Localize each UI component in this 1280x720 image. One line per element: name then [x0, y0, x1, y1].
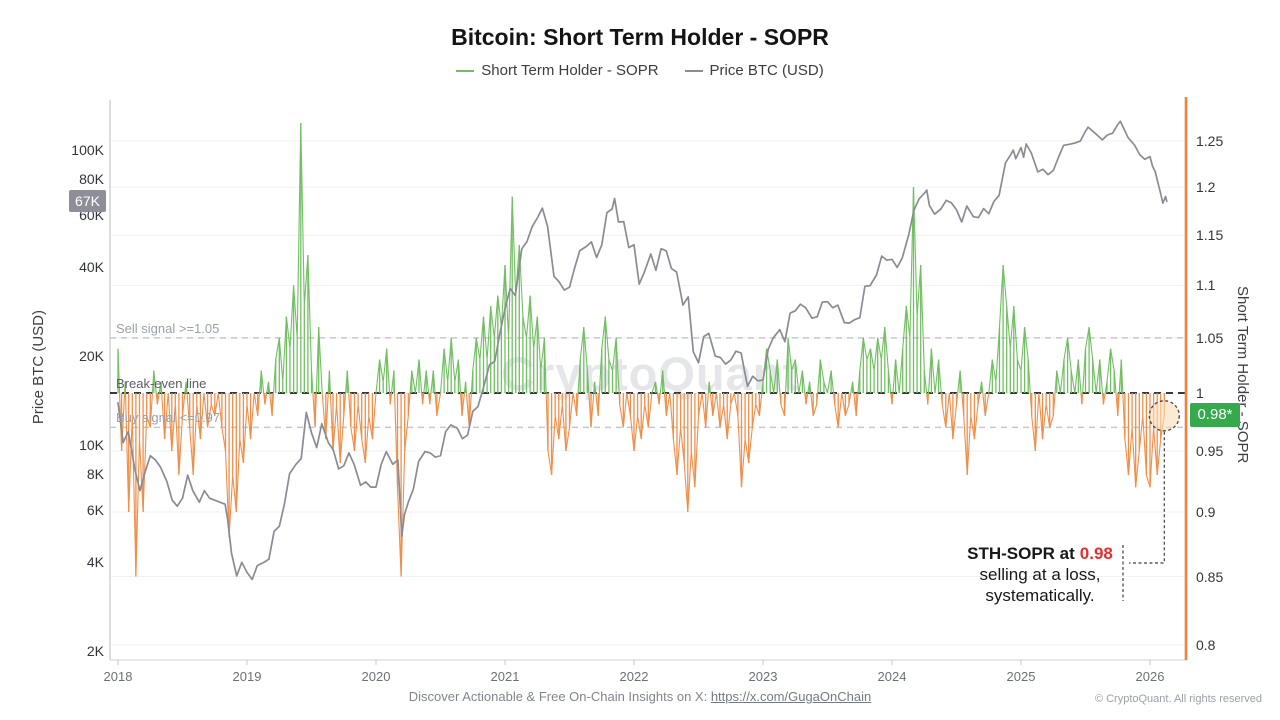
left-axis-tick: 2K: [86, 643, 104, 660]
left-axis-tick: 100K: [71, 142, 104, 158]
right-axis-tick: 0.85: [1196, 568, 1224, 585]
right-axis-tick: 1.05: [1196, 329, 1224, 346]
legend-item-price: Price BTC (USD): [684, 62, 824, 79]
left-axis-tick: 40K: [79, 259, 104, 276]
annotation-line2: selling at a loss,: [979, 565, 1101, 584]
sopr-last-value-badge: 0.98*: [1190, 403, 1240, 427]
signal-line-label: Break-even line: [116, 376, 207, 391]
x-axis-tick: 2021: [490, 669, 520, 684]
right-axis-tick: 0.9: [1196, 503, 1216, 520]
right-axis-tick: 1: [1196, 385, 1204, 401]
left-axis-tick: 4K: [86, 554, 104, 571]
annotation-value: 0.98: [1079, 544, 1113, 563]
right-axis-tick: 1.25: [1196, 133, 1224, 150]
sopr-series: [117, 123, 1165, 577]
legend: Short Term Holder - SOPR Price BTC (USD): [0, 62, 1280, 79]
legend-label-sopr: Short Term Holder - SOPR: [481, 62, 659, 79]
right-axis-tick: 1.2: [1196, 179, 1216, 196]
signal-line-label: Buy signal <=0.97: [116, 410, 221, 426]
price-last-value-badge: 67K: [69, 190, 106, 212]
left-axis-tick: 80K: [79, 170, 104, 187]
right-axis-tick: 0.8: [1196, 636, 1216, 653]
right-axis-tick: 1.1: [1196, 277, 1216, 294]
price-line-swatch-icon: [684, 69, 703, 72]
x-axis-tick: 2025: [1006, 669, 1036, 684]
cryptoquant-watermark: CryptoQuant: [500, 347, 800, 400]
right-axis-tick: 1.15: [1196, 227, 1224, 244]
right-axis-tick: 0.95: [1196, 442, 1224, 459]
price-series: [117, 120, 1168, 581]
highlight-circle: [1148, 400, 1181, 432]
annotation-line3: systematically.: [985, 586, 1095, 605]
legend-item-sopr: Short Term Holder - SOPR: [456, 62, 659, 79]
x-axis-tick: 2023: [748, 669, 778, 684]
x-axis-tick: 2018: [103, 669, 133, 684]
left-axis-tick: 6K: [86, 502, 104, 519]
annotation-line1: STH-SOPR at 0.98: [967, 544, 1113, 563]
sopr-annotation: STH-SOPR at 0.98 selling at a loss, syste…: [952, 543, 1128, 606]
x-axis-tick: 2022: [619, 669, 649, 684]
left-axis-tick: 20K: [79, 348, 104, 365]
footer-promo: Discover Actionable & Free On-Chain Insi…: [408, 689, 872, 704]
sopr-line-swatch-icon: [456, 69, 475, 72]
signal-line-label: Sell signal >=1.05: [116, 320, 220, 336]
x-axis-tick: 2024: [877, 669, 907, 684]
footer-copyright: © CryptoQuant. All rights reserved: [1094, 693, 1262, 705]
x-axis-tick: 2020: [361, 669, 391, 684]
x-axis-tick: 2019: [232, 669, 262, 684]
page-title: Bitcoin: Short Term Holder - SOPR: [451, 24, 829, 50]
left-axis-tick: 8K: [86, 465, 104, 482]
x-axis-tick: 2026: [1135, 669, 1165, 684]
legend-label-price: Price BTC (USD): [709, 62, 824, 79]
annotation-connector: [1122, 431, 1165, 601]
x-profile-link[interactable]: https://x.com/GugaOnChain: [710, 689, 872, 704]
left-axis-tick: 10K: [79, 437, 104, 453]
